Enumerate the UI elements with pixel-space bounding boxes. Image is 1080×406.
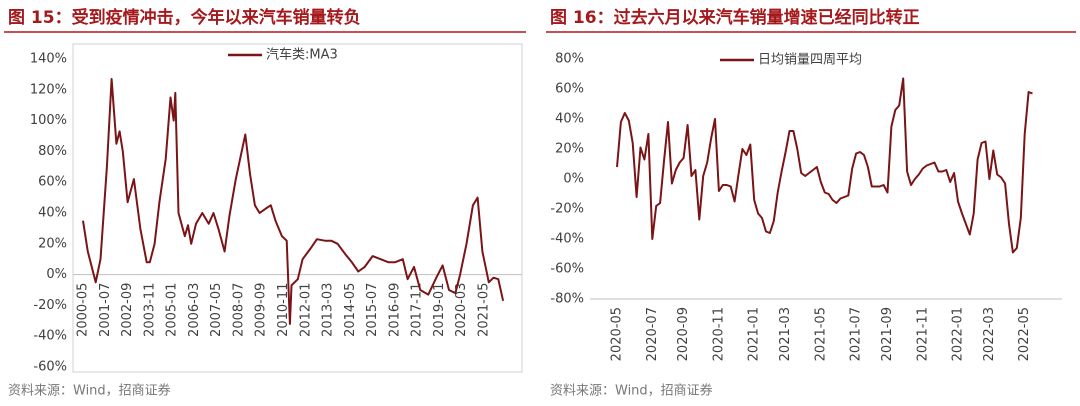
x-tick-label: 2003-11 xyxy=(142,283,157,337)
y-tick-label: -20% xyxy=(550,202,584,217)
x-tick-label: 2022-05 xyxy=(1017,307,1032,361)
x-tick-label: 2022-03 xyxy=(982,307,997,361)
x-tick-label: 2020-03 xyxy=(454,283,469,337)
y-tick-label: -60% xyxy=(550,262,584,277)
x-tick-label: 2020-11 xyxy=(711,307,726,361)
x-tick-label: 2014-05 xyxy=(343,283,358,337)
x-tick-label: 2021-05 xyxy=(813,307,828,361)
x-tick-label: 2007-05 xyxy=(209,283,224,337)
x-tick-label: 2021-09 xyxy=(880,307,895,361)
chart-title: 图 15：受到疫情冲击，今年以来汽车销量转负 xyxy=(8,7,361,28)
y-tick-label: 20% xyxy=(555,142,584,157)
y-tick-label: 60% xyxy=(38,175,67,190)
x-tick-label: 2020-09 xyxy=(676,307,691,361)
x-tick-label: 2002-09 xyxy=(120,283,135,337)
y-tick-label: -40% xyxy=(33,329,67,344)
y-tick-label: 80% xyxy=(38,144,67,159)
x-tick-label: 2016-09 xyxy=(387,283,402,337)
x-tick-label: 2009-09 xyxy=(254,283,269,337)
y-tick-label: 0% xyxy=(46,267,67,282)
x-tick-label: 2006-03 xyxy=(187,283,202,337)
y-tick-label: 20% xyxy=(38,236,67,251)
x-tick-label: 2015-07 xyxy=(365,283,380,337)
x-tick-label: 2021-05 xyxy=(477,283,492,337)
data-line xyxy=(616,77,1033,254)
x-tick-label: 2001-07 xyxy=(98,283,113,337)
x-tick-label: 2010-11 xyxy=(276,283,291,337)
y-tick-label: 140% xyxy=(30,52,67,67)
source: 资料来源：Wind，招商证券 xyxy=(550,383,713,399)
y-tick-label: -40% xyxy=(550,232,584,247)
plot-frame xyxy=(72,43,523,373)
x-tick-label: 2008-07 xyxy=(231,283,246,337)
x-tick-label: 2020-07 xyxy=(645,307,660,361)
legend-label: 汽车类:MA3 xyxy=(266,47,338,63)
chart-title: 图 16：过去六月以来汽车销量增速已经同比转正 xyxy=(550,7,920,28)
y-tick-label: 100% xyxy=(30,113,67,128)
y-tick-label: 60% xyxy=(555,82,584,97)
x-tick-label: 2005-01 xyxy=(165,283,180,337)
legend-label: 日均销量四周平均 xyxy=(758,53,862,68)
data-line xyxy=(82,78,505,325)
x-tick-label: 2020-05 xyxy=(610,307,625,361)
x-tick-label: 2021-03 xyxy=(778,307,793,361)
x-tick-label: 2022-01 xyxy=(951,307,966,361)
x-tick-label: 2019-01 xyxy=(432,283,447,337)
x-tick-label: 2000-05 xyxy=(76,283,91,337)
y-tick-label: 0% xyxy=(563,172,584,187)
y-tick-label: 80% xyxy=(555,52,584,67)
y-tick-label: -80% xyxy=(550,292,584,307)
y-tick-label: 40% xyxy=(555,112,584,127)
x-tick-label: 2021-07 xyxy=(849,307,864,361)
x-tick-label: 2012-01 xyxy=(298,283,313,337)
y-tick-label: -20% xyxy=(33,298,67,313)
x-tick-label: 2021-11 xyxy=(915,307,930,361)
y-tick-label: 120% xyxy=(30,82,67,97)
x-tick-label: 2013-03 xyxy=(321,283,336,337)
source: 资料来源：Wind，招商证券 xyxy=(8,383,171,399)
y-tick-label: 40% xyxy=(38,206,67,221)
x-tick-label: 2017-11 xyxy=(410,283,425,337)
x-tick-label: 2021-01 xyxy=(747,307,762,361)
y-tick-label: -60% xyxy=(33,360,67,375)
